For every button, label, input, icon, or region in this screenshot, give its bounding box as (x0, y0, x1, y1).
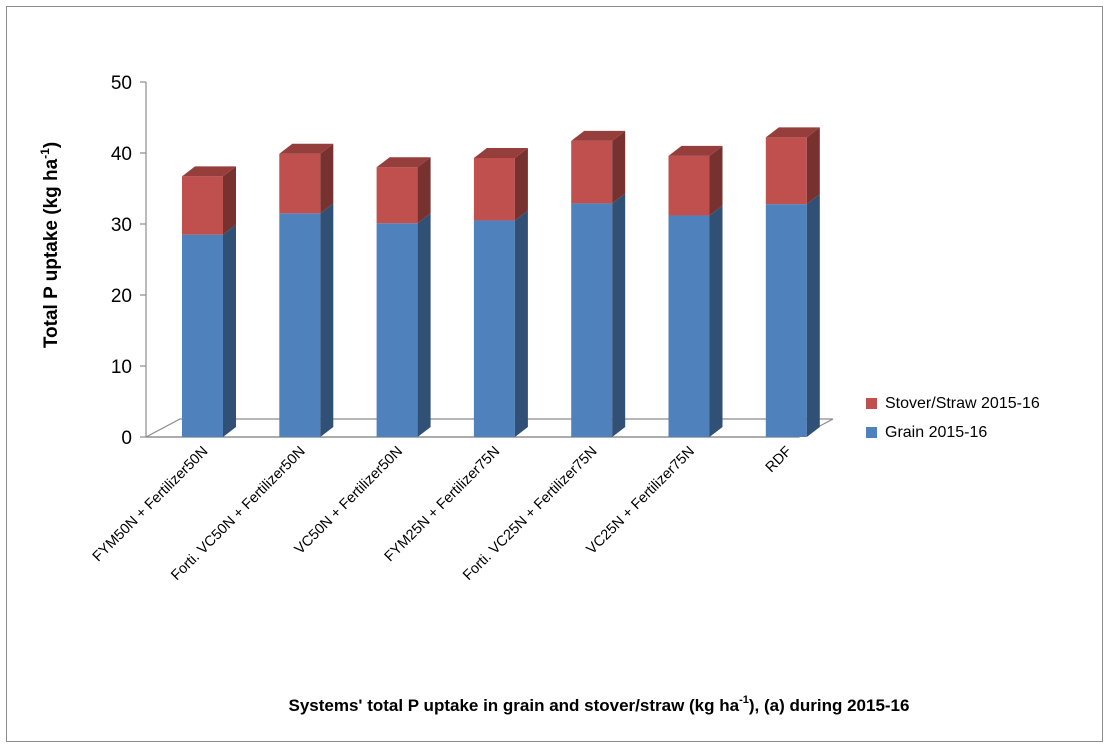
bar-stack (668, 145, 723, 437)
x-category-label: VC50N + Fertilizer50N (292, 444, 406, 558)
bar-stover (473, 157, 515, 221)
bar-grain-side (417, 213, 431, 437)
bar-top (279, 143, 334, 154)
legend-swatch (866, 427, 877, 438)
bar-top (571, 130, 626, 141)
bar-top (668, 145, 723, 156)
bar-grain (279, 213, 321, 437)
bar-grain-side (612, 193, 626, 437)
bars (182, 127, 820, 437)
bar-grain-side (806, 194, 820, 437)
legend: Stover/Straw 2015-16 Grain 2015-16 (866, 395, 1040, 441)
legend-label: Stover/Straw 2015-16 (885, 395, 1040, 412)
bar-grain-side (709, 205, 723, 437)
bar-top (765, 127, 820, 138)
y-tick-label: 0 (121, 428, 132, 449)
y-tick-label: 30 (111, 215, 132, 236)
bar-grain (182, 234, 223, 437)
x-category-label: VC25N + Fertilizer75N (584, 444, 698, 558)
bar-stover (376, 167, 418, 224)
bar-grain (473, 220, 515, 437)
bar-grain-side (320, 203, 334, 437)
bar-stover (765, 137, 807, 205)
x-axis-title: Systems' total P uptake in grain and sto… (289, 694, 910, 715)
bar-grain-side (223, 224, 236, 437)
bar-stack (182, 166, 236, 437)
y-tick-label: 20 (111, 286, 132, 307)
bar-grain (376, 223, 418, 437)
bar-grain (668, 215, 710, 437)
bar-stover (279, 153, 321, 214)
bar-stover-side (612, 130, 626, 204)
bar-stover (571, 140, 613, 204)
bar-stover-side (320, 143, 334, 214)
bar-top (473, 147, 528, 158)
y-tick-label: 50 (111, 73, 132, 94)
y-axis-title: Total P uptake (kg ha-1) (38, 142, 62, 348)
bar-stover-side (514, 147, 528, 221)
bar-stover-side (806, 127, 820, 205)
bar-grain (571, 203, 613, 437)
legend-swatch (866, 398, 877, 409)
bar-stover-side (417, 157, 431, 224)
bar-grain-side (514, 210, 528, 437)
bar-stack (376, 157, 431, 437)
bar-stack (473, 147, 528, 437)
bar-top (376, 157, 431, 168)
bar-stover (668, 155, 710, 216)
bar-stover-side (709, 145, 723, 216)
bar-stack (765, 127, 820, 437)
y-tick-label: 40 (111, 144, 132, 165)
bar-grain (765, 204, 807, 437)
bar-stack (571, 130, 626, 437)
bar-top (182, 166, 236, 177)
bar-stover-side (223, 166, 236, 235)
y-tick-label: 10 (111, 357, 132, 378)
bar-stover (182, 176, 223, 235)
bar-stack (279, 143, 334, 437)
legend-label: Grain 2015-16 (885, 424, 987, 441)
x-category-label: RDF (763, 443, 795, 475)
